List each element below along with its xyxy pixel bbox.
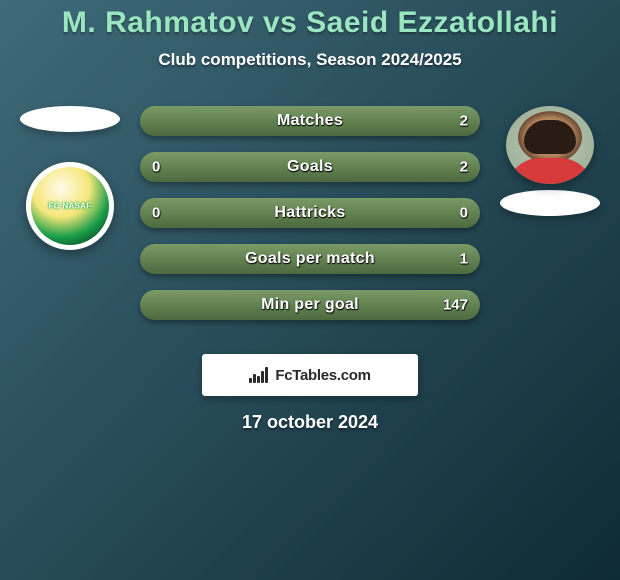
player-right-column — [490, 106, 610, 216]
stat-right-value: 2 — [460, 113, 468, 130]
club-badge-left: FC NASAF — [26, 162, 114, 250]
stat-right-value: 2 — [460, 159, 468, 176]
stat-label: Min per goal — [261, 296, 359, 314]
stat-right-value: 147 — [443, 297, 468, 314]
club-badge-left-label: FC NASAF — [49, 202, 92, 211]
infographic-root: M. Rahmatov vs Saeid Ezzatollahi Club co… — [0, 0, 620, 580]
stat-bars: Matches 2 0 Goals 2 0 Hattricks 0 Goals … — [140, 106, 480, 320]
comparison-body: FC NASAF Matches 2 0 Goals 2 0 Hattricks… — [0, 106, 620, 336]
stat-right-value: 1 — [460, 251, 468, 268]
brand-barchart-icon — [249, 367, 269, 383]
season-subtitle: Club competitions, Season 2024/2025 — [0, 50, 620, 70]
player-left-column: FC NASAF — [10, 106, 130, 250]
player-right-avatar — [506, 106, 594, 184]
stat-left-value: 0 — [152, 159, 160, 176]
brand-text: FcTables.com — [275, 367, 370, 384]
stat-bar-goals-per-match: Goals per match 1 — [140, 244, 480, 274]
comparison-title: M. Rahmatov vs Saeid Ezzatollahi — [0, 0, 620, 40]
stat-left-value: 0 — [152, 205, 160, 222]
snapshot-date: 17 october 2024 — [0, 412, 620, 433]
stat-bar-min-per-goal: Min per goal 147 — [140, 290, 480, 320]
stat-label: Goals per match — [245, 250, 375, 268]
stat-label: Matches — [277, 112, 343, 130]
brand-box: FcTables.com — [202, 354, 418, 396]
player-left-name-pill — [20, 106, 120, 132]
stat-bar-matches: Matches 2 — [140, 106, 480, 136]
stat-label: Hattricks — [274, 204, 345, 222]
stat-label: Goals — [287, 158, 333, 176]
player-right-name-pill — [500, 190, 600, 216]
stat-bar-goals: 0 Goals 2 — [140, 152, 480, 182]
stat-right-value: 0 — [460, 205, 468, 222]
stat-bar-hattricks: 0 Hattricks 0 — [140, 198, 480, 228]
